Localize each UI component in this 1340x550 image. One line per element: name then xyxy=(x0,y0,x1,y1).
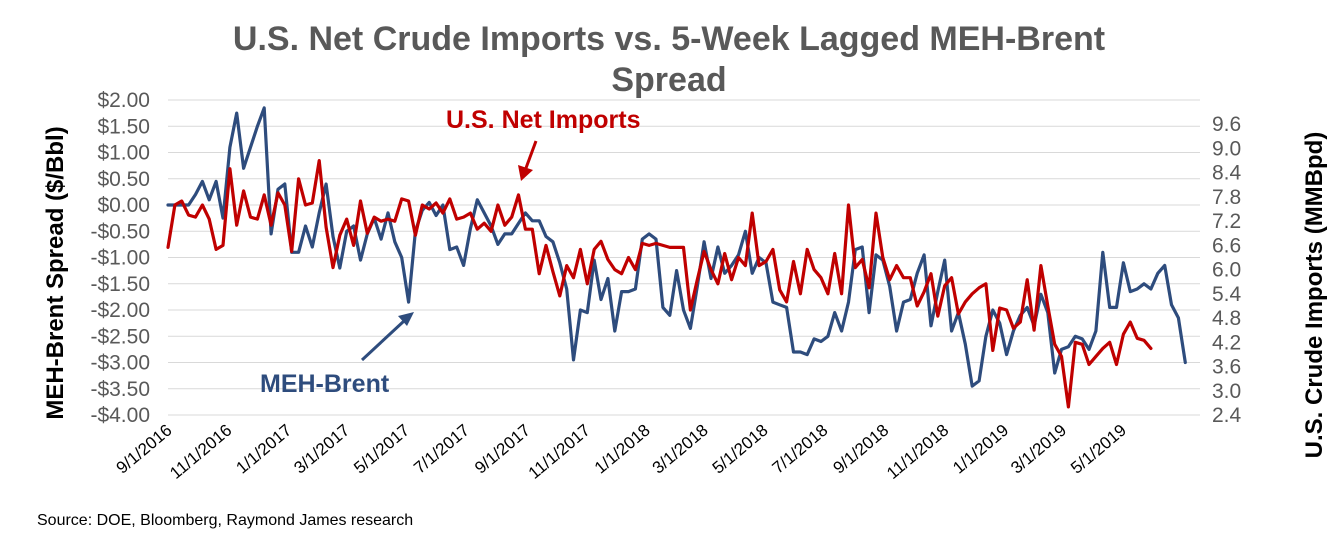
left-tick-label: -$3.00 xyxy=(90,352,150,375)
left-tick-label: -$4.00 xyxy=(90,404,150,427)
x-tick-label: 1/1/2017 xyxy=(232,421,295,478)
left-tick-label: -$0.50 xyxy=(90,220,150,243)
x-tick-label: 11/1/2016 xyxy=(166,421,235,483)
x-axis-ticks: 9/1/201611/1/20161/1/20173/1/20175/1/201… xyxy=(113,421,1130,483)
annotation-arrow-meh-brent xyxy=(360,319,406,362)
right-tick-label: 9.0 xyxy=(1212,137,1241,160)
x-tick-label: 1/1/2019 xyxy=(949,421,1012,478)
right-tick-label: 8.4 xyxy=(1212,162,1242,185)
x-tick-label: 3/1/2017 xyxy=(290,421,353,478)
x-tick-label: 11/1/2018 xyxy=(883,421,952,483)
annotation-arrow-us-net-imports xyxy=(524,140,538,169)
right-tick-label: 5.4 xyxy=(1212,283,1242,306)
annotation-us-net-imports: U.S. Net Imports xyxy=(446,106,640,134)
left-tick-label: -$1.00 xyxy=(90,247,150,270)
x-tick-label: 11/1/2017 xyxy=(525,421,594,483)
chart-title-line-2: Spread xyxy=(611,61,726,99)
left-tick-label: -$3.50 xyxy=(90,378,150,401)
left-axis-ticks: $2.00 $1.50 $1.00 $0.50 $0.00 -$0.50 -$1.00 -$1… xyxy=(90,89,150,427)
right-tick-label: 9.6 xyxy=(1212,113,1241,136)
x-tick-label: 3/1/2019 xyxy=(1007,421,1070,478)
x-tick-label: 5/1/2019 xyxy=(1067,421,1130,478)
right-tick-label: 3.0 xyxy=(1212,380,1241,403)
annotation-arrowhead-us-net-imports xyxy=(518,165,533,181)
left-axis-title: MEH-Brent Spread ($/Bbl) xyxy=(42,126,69,419)
x-tick-label: 7/1/2018 xyxy=(769,421,832,478)
annotation-arrowhead-meh-brent xyxy=(398,312,414,326)
x-tick-label: 3/1/2018 xyxy=(649,421,712,478)
left-tick-label: $0.50 xyxy=(97,168,150,191)
x-tick-label: 5/1/2018 xyxy=(709,421,772,478)
x-tick-label: 1/1/2018 xyxy=(591,421,654,478)
right-tick-label: 7.2 xyxy=(1212,210,1241,233)
right-tick-label: 3.6 xyxy=(1212,356,1241,379)
left-tick-label: $1.00 xyxy=(97,142,150,165)
right-tick-label: 6.6 xyxy=(1212,234,1241,257)
left-tick-label: $1.50 xyxy=(97,115,150,138)
x-tick-label: 5/1/2017 xyxy=(350,421,413,478)
right-axis-title: U.S. Crude Imports (MMBpd) xyxy=(1301,132,1328,459)
annotation-meh-brent: MEH-Brent xyxy=(260,370,390,398)
series-lines xyxy=(166,106,1187,409)
chart-title-line-1: U.S. Net Crude Imports vs. 5-Week Lagged… xyxy=(233,20,1105,58)
series-line-u-s-net-imports xyxy=(166,159,1153,409)
left-tick-label: $2.00 xyxy=(97,89,150,112)
right-tick-label: 2.4 xyxy=(1212,404,1242,427)
left-tick-label: -$2.00 xyxy=(90,299,150,322)
left-tick-label: $0.00 xyxy=(97,194,150,217)
right-tick-label: 6.0 xyxy=(1212,259,1241,282)
right-axis-ticks: 9.69.08.47.87.26.66.05.44.84.23.63.02.4 xyxy=(1212,113,1242,427)
right-tick-label: 4.8 xyxy=(1212,307,1241,330)
source-note: Source: DOE, Bloomberg, Raymond James re… xyxy=(37,512,413,529)
right-tick-label: 7.8 xyxy=(1212,186,1241,209)
left-tick-label: -$2.50 xyxy=(90,325,150,348)
left-tick-label: -$1.50 xyxy=(90,273,150,296)
x-tick-label: 7/1/2017 xyxy=(410,421,473,478)
right-tick-label: 4.2 xyxy=(1212,331,1241,354)
